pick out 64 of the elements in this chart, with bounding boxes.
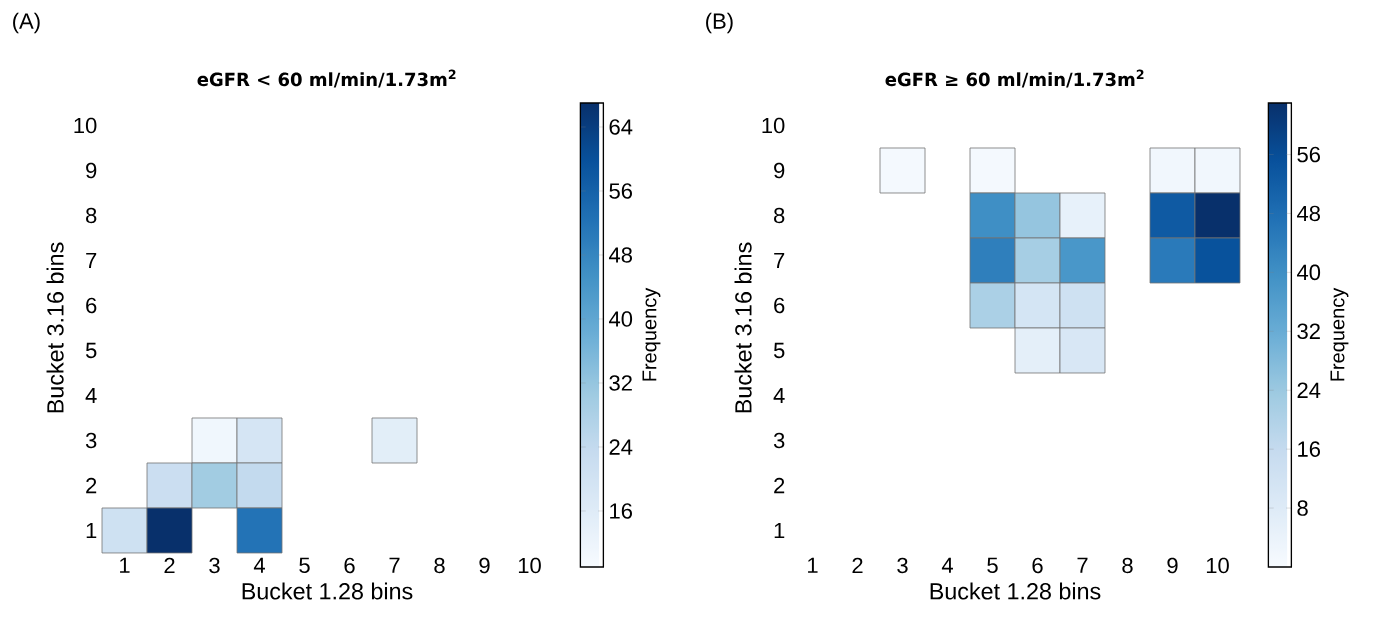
x-tick-label: 2 <box>164 557 175 574</box>
x-tick-label: 1 <box>120 557 130 573</box>
y-tick-label: 10 <box>762 117 785 134</box>
color-bar-label: 32 <box>609 375 632 391</box>
y-tick-label: 4 <box>773 387 785 404</box>
color-bar-label: 48 <box>608 247 632 263</box>
color-bar-label: 16 <box>1298 441 1320 457</box>
x-tick-label: 5 <box>299 557 310 574</box>
x-tick-label: 3 <box>897 557 908 574</box>
y-tick-label: 8 <box>86 207 97 224</box>
y-tick-label: 2 <box>86 477 97 494</box>
color-bar-title: Frequency <box>1330 287 1349 381</box>
x-tick-label: 4 <box>941 557 953 573</box>
y-tick-label: 6 <box>86 297 97 314</box>
x-tick-label: 6 <box>1032 557 1043 574</box>
color-bar-label: 48 <box>1296 205 1320 222</box>
y-tick-label: 3 <box>85 432 97 449</box>
color-bar-label: 24 <box>609 439 633 455</box>
x-tick-label: 8 <box>1122 557 1133 574</box>
x-tick-label: 6 <box>344 557 355 574</box>
x-axis-title: Bucket 1.28 bins <box>930 582 1101 600</box>
y-tick-label: 1 <box>86 522 97 539</box>
color-bar-label: 64 <box>609 119 633 135</box>
color-bar-label: 56 <box>609 183 632 199</box>
color-bar-title: Frequency <box>642 287 661 381</box>
y-tick-label: 7 <box>86 252 97 269</box>
x-tick-label: 4 <box>253 557 265 573</box>
x-axis-title: Bucket 1.28 bins <box>242 582 413 600</box>
x-tick-label: 2 <box>852 557 863 574</box>
x-tick-label: 3 <box>209 557 220 574</box>
y-axis-title: Bucket 3.16 bins <box>734 242 752 413</box>
x-tick-label: 10 <box>1206 557 1229 574</box>
y-tick-label: 3 <box>773 432 785 449</box>
x-tick-label: 5 <box>987 557 998 574</box>
y-tick-label: 10 <box>74 117 97 134</box>
y-tick-label: 9 <box>86 162 97 179</box>
text: (A) <box>13 12 40 34</box>
x-tick-label: 1 <box>808 557 818 573</box>
color-bar-label: 16 <box>610 503 632 519</box>
x-tick-label: 8 <box>434 557 445 574</box>
color-bar-label: 56 <box>1297 146 1320 163</box>
y-tick-label: 7 <box>774 252 785 269</box>
x-tick-label: 10 <box>518 557 541 574</box>
color-bar-label: 40 <box>1296 264 1321 281</box>
color-bar-label: 8 <box>1297 500 1308 516</box>
x-tick-label: 7 <box>389 557 400 573</box>
x-tick-label: 7 <box>1077 557 1088 573</box>
text: (B) <box>706 12 733 34</box>
y-tick-label: 8 <box>774 207 785 224</box>
chart-title: eGFR ≥ 60 ml/min/1.73m$^{2}$ <box>885 69 1144 88</box>
y-tick-label: 5 <box>773 342 785 359</box>
y-tick-label: 1 <box>774 522 785 539</box>
x-tick-label: 9 <box>1167 557 1178 574</box>
y-tick-label: 2 <box>774 477 785 494</box>
color-bar-label: 40 <box>608 311 633 327</box>
color-bar-label: 24 <box>1297 382 1321 398</box>
y-axis-title: Bucket 3.16 bins <box>46 242 64 413</box>
y-tick-label: 6 <box>774 297 785 314</box>
y-tick-label: 9 <box>774 162 785 179</box>
chart-title: eGFR < 60 ml/min/1.73m$^{2}$ <box>197 69 456 88</box>
color-bar-label: 32 <box>1297 323 1320 340</box>
x-tick-label: 9 <box>479 557 490 574</box>
y-tick-label: 5 <box>85 342 97 359</box>
y-tick-label: 4 <box>85 387 97 404</box>
